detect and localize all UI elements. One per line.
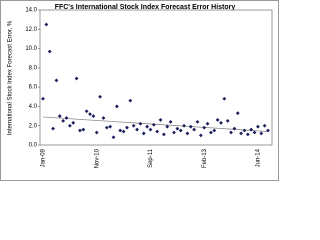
data-point xyxy=(172,130,176,135)
data-point xyxy=(118,128,123,133)
chart-title: FFC's International Stock Index Forecast… xyxy=(55,4,236,11)
data-point xyxy=(165,124,170,129)
data-point xyxy=(212,128,217,133)
y-tick-label: 12.0 xyxy=(25,27,37,33)
data-point xyxy=(266,128,270,133)
data-point xyxy=(202,125,207,130)
plot-area xyxy=(39,9,273,146)
data-point xyxy=(114,104,119,109)
data-point xyxy=(47,49,52,54)
data-point xyxy=(239,131,244,136)
x-tick-label: Jan-09 xyxy=(41,148,47,167)
data-point xyxy=(125,125,129,130)
data-point xyxy=(259,131,264,136)
y-tick-label: 6.0 xyxy=(29,85,38,91)
x-tick-label: Nov-10 xyxy=(94,148,100,168)
data-point xyxy=(138,121,143,126)
data-point xyxy=(57,114,62,118)
data-point xyxy=(225,118,230,123)
data-point xyxy=(245,132,250,137)
y-axis-label: International Stock Index Forecast Error… xyxy=(8,20,14,135)
data-point xyxy=(145,124,150,129)
y-tick-label: 4.0 xyxy=(29,104,38,110)
data-point xyxy=(121,129,126,134)
data-point xyxy=(88,112,92,117)
data-point xyxy=(91,114,96,118)
data-point xyxy=(67,123,72,128)
data-point xyxy=(108,124,113,129)
data-point xyxy=(198,133,203,138)
data-point xyxy=(98,94,102,99)
data-point xyxy=(161,132,166,137)
data-point xyxy=(195,119,200,124)
data-point xyxy=(141,131,146,136)
data-point xyxy=(235,111,240,116)
data-point xyxy=(249,127,254,132)
data-point xyxy=(51,126,55,131)
data-point xyxy=(111,135,116,140)
data-point xyxy=(135,127,139,132)
data-point xyxy=(175,126,180,131)
data-point xyxy=(262,123,267,128)
data-point xyxy=(104,125,109,130)
data-point xyxy=(205,121,210,126)
data-point xyxy=(192,127,197,132)
y-tick-label: 0.0 xyxy=(29,143,38,149)
data-point xyxy=(252,130,257,135)
data-point xyxy=(101,116,106,120)
data-point xyxy=(188,124,193,129)
data-point xyxy=(131,123,136,128)
data-point xyxy=(178,128,183,133)
y-tick-label: 14.0 xyxy=(25,8,37,14)
data-point xyxy=(158,118,163,122)
data-point xyxy=(61,118,66,123)
data-point xyxy=(81,127,86,132)
data-point xyxy=(256,124,260,129)
data-point xyxy=(222,96,227,101)
data-point xyxy=(71,120,76,125)
data-point xyxy=(41,96,45,101)
page: FFC's International Stock Index Forecast… xyxy=(0,0,279,181)
data-point xyxy=(74,76,79,81)
data-point xyxy=(128,98,133,103)
data-point xyxy=(215,118,220,122)
data-point xyxy=(242,128,247,133)
data-point xyxy=(232,126,237,131)
data-point xyxy=(84,109,89,114)
chart-frame xyxy=(0,0,279,181)
chart: FFC's International Stock Index Forecast… xyxy=(0,0,279,181)
data-point xyxy=(94,130,99,135)
data-point xyxy=(168,119,173,124)
data-point xyxy=(182,123,186,128)
data-point xyxy=(209,130,213,135)
y-tick-label: 10.0 xyxy=(25,46,37,52)
data-point xyxy=(148,127,153,132)
x-tick-label: Jun-14 xyxy=(256,148,262,167)
data-point xyxy=(78,128,82,133)
trend-line xyxy=(42,116,269,132)
y-tick-label: 8.0 xyxy=(29,65,38,71)
data-point xyxy=(219,120,223,125)
y-tick-label: 2.0 xyxy=(29,123,38,129)
data-point xyxy=(64,116,69,120)
x-tick-label: Feb-13 xyxy=(202,148,208,168)
x-tick-label: Sep-11 xyxy=(148,148,154,168)
data-point xyxy=(44,22,49,27)
data-point xyxy=(155,129,160,134)
data-point xyxy=(229,130,233,135)
data-point xyxy=(185,131,190,136)
data-point xyxy=(151,122,156,127)
data-point xyxy=(54,78,59,83)
